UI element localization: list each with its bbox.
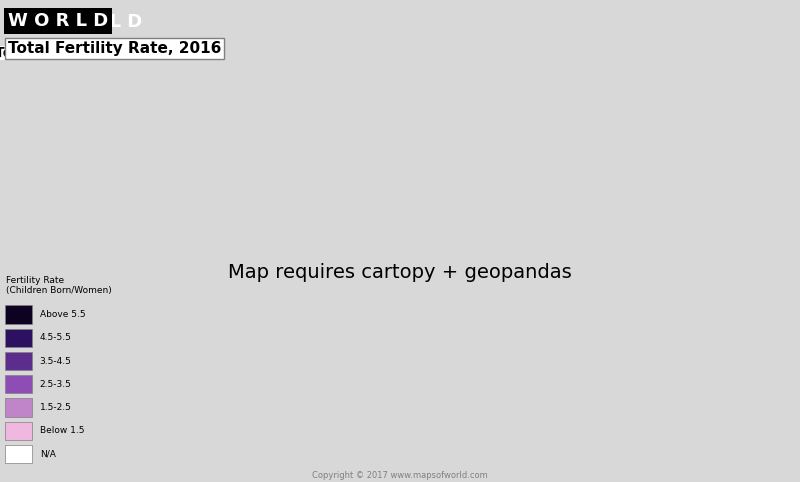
Text: W O R L D: W O R L D [8,12,108,30]
FancyBboxPatch shape [5,306,32,323]
FancyBboxPatch shape [5,445,32,463]
Text: Above 5.5: Above 5.5 [40,310,86,319]
Text: 3.5-4.5: 3.5-4.5 [40,357,71,365]
Text: 4.5-5.5: 4.5-5.5 [40,333,71,342]
FancyBboxPatch shape [5,375,32,393]
Text: Copyright © 2017 www.mapsofworld.com: Copyright © 2017 www.mapsofworld.com [312,470,488,480]
Text: Total Fertility Rate, 2016: Total Fertility Rate, 2016 [0,46,190,60]
Text: N/A: N/A [40,450,55,459]
FancyBboxPatch shape [5,399,32,416]
FancyBboxPatch shape [5,329,32,347]
FancyBboxPatch shape [5,422,32,440]
Text: 2.5-3.5: 2.5-3.5 [40,380,71,389]
Text: Map requires cartopy + geopandas: Map requires cartopy + geopandas [228,263,572,282]
Text: Total Fertility Rate, 2016: Total Fertility Rate, 2016 [8,41,222,56]
Text: W O R L D: W O R L D [42,13,142,31]
Text: 1.5-2.5: 1.5-2.5 [40,403,71,412]
Text: Fertility Rate
(Children Born/Women): Fertility Rate (Children Born/Women) [6,276,112,295]
FancyBboxPatch shape [5,352,32,370]
Text: Below 1.5: Below 1.5 [40,427,84,435]
